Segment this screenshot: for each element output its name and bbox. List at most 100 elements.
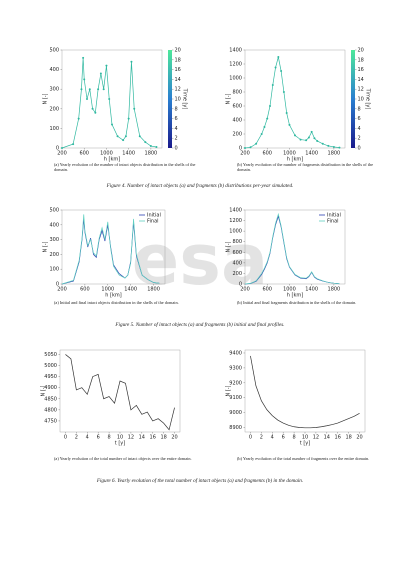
data-point — [307, 136, 310, 139]
series-line — [65, 354, 175, 431]
y-tick-label: 4850 — [44, 396, 57, 402]
y-tick-label: 200 — [49, 106, 59, 112]
series-line — [244, 56, 340, 149]
x-tick-label: 2 — [75, 435, 78, 441]
colorbar-tick-label: 16 — [358, 67, 364, 73]
data-point — [127, 117, 130, 120]
data-point — [144, 141, 147, 144]
y-axis-label: N [-] — [226, 93, 232, 104]
data-point — [280, 70, 283, 72]
x-axis-label: h [km] — [105, 293, 121, 299]
data-point — [244, 147, 246, 149]
plot-frame — [61, 49, 163, 149]
x-tick-label: 8 — [107, 435, 110, 441]
colorbar — [351, 50, 355, 148]
x-tick-label: 600 — [262, 287, 272, 293]
data-point — [305, 139, 308, 142]
x-tick-label: 6 — [97, 435, 100, 441]
x-axis-label: h [km] — [287, 157, 303, 163]
data-point — [82, 56, 85, 59]
data-point — [99, 72, 102, 75]
y-tick-label: 600 — [232, 250, 242, 256]
colorbar-tick-label: 12 — [175, 87, 181, 93]
y-tick-label: 1000 — [229, 229, 242, 235]
y-axis-label: N [-] — [226, 241, 232, 252]
series-line — [250, 355, 360, 429]
x-tick-label: 1800 — [328, 151, 341, 157]
colorbar-tick-label: 4 — [175, 126, 178, 132]
x-tick-label: 1800 — [147, 287, 160, 293]
y-tick-label: 0 — [56, 146, 59, 152]
data-point — [83, 78, 86, 81]
x-tick-label: 1400 — [124, 287, 137, 293]
x-axis-label: h [km] — [287, 293, 303, 299]
y-tick-label: 9400 — [229, 350, 242, 356]
data-point — [277, 56, 280, 58]
colorbar-tick-label: 2 — [175, 136, 178, 142]
y-tick-label: 500 — [49, 208, 59, 214]
x-tick-label: 14 — [139, 435, 145, 441]
data-point — [249, 146, 252, 149]
data-point — [149, 145, 152, 148]
y-tick-label: 1400 — [229, 208, 242, 214]
data-point — [102, 88, 105, 91]
y-tick-label: 200 — [232, 132, 242, 138]
x-tick-label: 20 — [356, 435, 362, 441]
legend-label: Final — [327, 219, 339, 225]
y-tick-label: 300 — [49, 237, 59, 243]
colorbar-tick-label: 4 — [358, 126, 361, 132]
y-tick-label: 800 — [232, 90, 242, 96]
data-point — [108, 98, 111, 100]
data-point — [316, 140, 319, 142]
y-tick-label: 200 — [49, 252, 59, 258]
x-tick-label: 200 — [240, 287, 250, 293]
y-tick-label: 5000 — [44, 363, 57, 369]
colorbar-tick-label: 6 — [175, 116, 178, 122]
data-point — [285, 112, 288, 114]
data-point — [77, 117, 80, 120]
colorbar — [168, 50, 172, 148]
x-tick-label: 1000 — [100, 151, 113, 157]
figure-caption: Figure 4. Number of intact objects (a) a… — [106, 183, 294, 189]
y-tick-label: 8900 — [229, 425, 242, 431]
x-tick-label: 1400 — [305, 151, 318, 157]
x-axis-label: t [y] — [300, 441, 310, 447]
x-tick-label: 600 — [262, 151, 272, 157]
series-line — [61, 214, 160, 285]
colorbar-tick-label: 12 — [358, 87, 364, 93]
data-point — [122, 139, 125, 142]
subfigure-caption: (a) Initial and final intact objects dis… — [54, 300, 179, 305]
data-point — [130, 60, 133, 63]
colorbar-tick-label: 8 — [358, 106, 361, 112]
y-tick-label: 9200 — [229, 380, 242, 386]
data-point — [255, 142, 258, 145]
y-axis-label: N [-] — [43, 241, 49, 252]
x-tick-label: 1000 — [101, 287, 114, 293]
x-tick-label: 0 — [64, 435, 67, 441]
data-point — [155, 146, 158, 149]
x-axis-label: t [y] — [115, 441, 125, 447]
data-point — [313, 137, 316, 140]
plot-frame — [61, 209, 166, 285]
y-tick-label: 9300 — [229, 365, 242, 371]
legend-label: Initial — [327, 213, 341, 219]
x-tick-label: 18 — [345, 435, 351, 441]
y-tick-label: 4750 — [44, 418, 57, 424]
y-tick-label: 200 — [232, 271, 242, 277]
x-tick-label: 18 — [160, 435, 166, 441]
y-tick-label: 1200 — [229, 62, 242, 68]
x-tick-label: 1400 — [122, 151, 135, 157]
y-axis-label: N [-] — [226, 385, 232, 396]
data-point — [282, 91, 285, 93]
x-tick-label: 8 — [292, 435, 295, 441]
y-tick-label: 400 — [49, 222, 59, 228]
colorbar-label: Time [y] — [182, 88, 188, 110]
colorbar-tick-label: 6 — [358, 116, 361, 122]
x-tick-label: 1000 — [283, 151, 296, 157]
y-tick-label: 500 — [49, 48, 59, 54]
data-point — [332, 145, 335, 148]
data-point — [124, 135, 127, 138]
data-point — [299, 138, 302, 141]
